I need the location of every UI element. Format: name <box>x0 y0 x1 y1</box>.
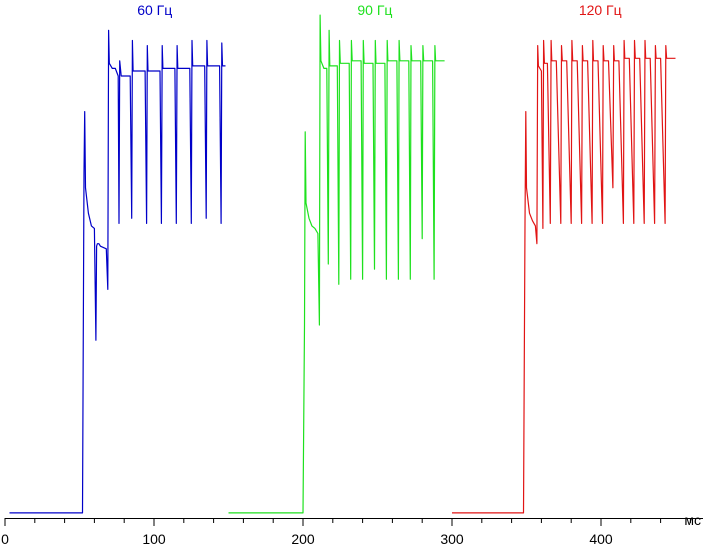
series-line <box>452 39 676 514</box>
x-tick-label: 100 <box>142 531 166 546</box>
x-tick-label: 200 <box>291 531 315 546</box>
series-label: 120 Гц <box>579 2 622 18</box>
x-tick-label: 400 <box>589 531 613 546</box>
x-axis-ticks: 0 100 200 300 400 <box>1 518 691 546</box>
x-axis-unit-label: мс <box>684 512 701 528</box>
series-label: 90 Гц <box>357 2 392 18</box>
series-line <box>228 14 445 514</box>
x-tick-label: 300 <box>440 531 464 546</box>
series-label: 60 Гц <box>137 2 172 18</box>
x-tick-label: 0 <box>1 531 9 546</box>
series-layer <box>9 14 676 514</box>
series-labels: 60 Гц 90 Гц 120 Гц <box>137 2 621 18</box>
series-line <box>9 29 226 514</box>
